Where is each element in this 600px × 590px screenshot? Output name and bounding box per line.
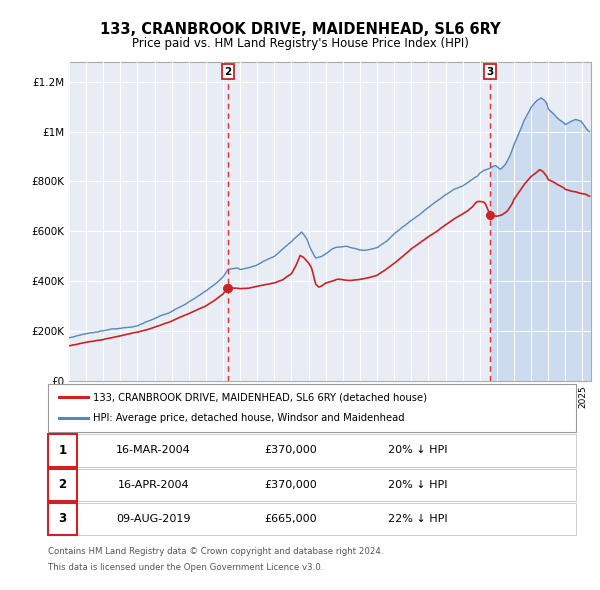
Text: 133, CRANBROOK DRIVE, MAIDENHEAD, SL6 6RY: 133, CRANBROOK DRIVE, MAIDENHEAD, SL6 6R… (100, 22, 500, 37)
Text: £665,000: £665,000 (265, 514, 317, 524)
Text: 09-AUG-2019: 09-AUG-2019 (116, 514, 191, 524)
Text: 16-APR-2004: 16-APR-2004 (118, 480, 190, 490)
Bar (48, 468, 77, 501)
Text: 20% ↓ HPI: 20% ↓ HPI (388, 445, 448, 455)
Bar (48, 503, 77, 535)
Text: Price paid vs. HM Land Registry's House Price Index (HPI): Price paid vs. HM Land Registry's House … (131, 37, 469, 50)
Text: 22% ↓ HPI: 22% ↓ HPI (388, 514, 448, 524)
Text: 2: 2 (224, 67, 232, 77)
Text: 2: 2 (58, 478, 67, 491)
Text: 16-MAR-2004: 16-MAR-2004 (116, 445, 191, 455)
Text: This data is licensed under the Open Government Licence v3.0.: This data is licensed under the Open Gov… (48, 563, 323, 572)
Text: £370,000: £370,000 (265, 480, 317, 490)
Text: Contains HM Land Registry data © Crown copyright and database right 2024.: Contains HM Land Registry data © Crown c… (48, 547, 383, 556)
Text: 1: 1 (58, 444, 67, 457)
Text: 3: 3 (58, 512, 67, 526)
Text: HPI: Average price, detached house, Windsor and Maidenhead: HPI: Average price, detached house, Wind… (93, 414, 404, 424)
Text: 133, CRANBROOK DRIVE, MAIDENHEAD, SL6 6RY (detached house): 133, CRANBROOK DRIVE, MAIDENHEAD, SL6 6R… (93, 392, 427, 402)
Text: £370,000: £370,000 (265, 445, 317, 455)
Text: 3: 3 (487, 67, 494, 77)
Text: 20% ↓ HPI: 20% ↓ HPI (388, 480, 448, 490)
Bar (48, 434, 77, 467)
